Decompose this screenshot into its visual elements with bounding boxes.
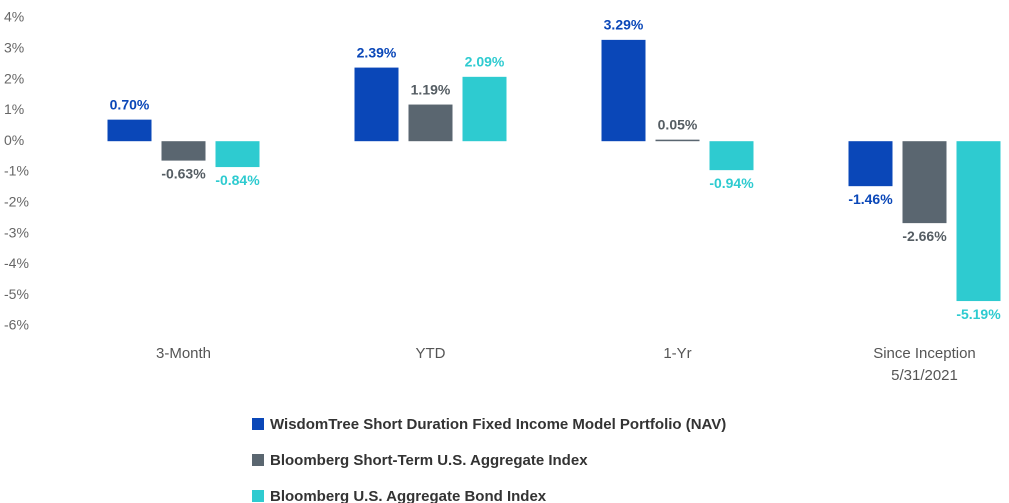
value-label: 0.70% [110,96,150,112]
value-label: -0.84% [215,172,260,188]
value-label: 1.19% [411,81,451,97]
legend-swatch [252,490,264,502]
value-label: -0.94% [709,175,754,191]
legend-label: WisdomTree Short Duration Fixed Income M… [270,416,727,433]
value-label: 3.29% [604,17,644,33]
legend-item: Bloomberg Short-Term U.S. Aggregate Inde… [252,452,588,469]
bar [107,119,152,142]
value-label: -1.46% [848,191,893,207]
y-tick-label: -6% [4,317,29,333]
legend-swatch [252,418,264,430]
y-tick-label: 1% [4,101,24,117]
bar [161,141,206,161]
bar [902,141,947,224]
value-label: -2.66% [902,228,947,244]
bar [354,67,399,142]
y-tick-label: -2% [4,194,29,210]
value-label: 0.05% [658,116,698,132]
bar [215,141,260,168]
y-tick-label: -4% [4,255,29,271]
bar [408,104,453,142]
x-tick-label: Since Inception 5/31/2021 [873,345,976,384]
legend-item: WisdomTree Short Duration Fixed Income M… [252,416,726,433]
y-tick-label: 2% [4,70,24,86]
x-tick-label: 3-Month [155,345,212,362]
value-label: -0.63% [161,165,206,181]
y-tick-label: -3% [4,224,29,240]
x-tick-label: YTD [415,345,446,362]
x-tick-label: 1-Yr [663,345,692,362]
y-tick-label: -5% [4,286,29,302]
bar [956,141,1001,302]
y-tick-label: -1% [4,163,29,179]
value-label: -5.19% [956,306,1001,322]
bar [601,39,646,142]
bar [462,76,507,142]
bar [655,139,700,142]
y-tick-label: 3% [4,40,24,56]
legend-item: Bloomberg U.S. Aggregate Bond Index [252,488,546,503]
legend-swatch [252,454,264,466]
y-tick-label: 0% [4,132,24,148]
y-tick-label: 4% [4,9,24,25]
bar [848,141,893,187]
value-label: 2.09% [465,54,505,70]
bar [709,141,754,171]
value-label: 2.39% [357,44,397,60]
legend-label: Bloomberg U.S. Aggregate Bond Index [270,488,547,503]
legend-label: Bloomberg Short-Term U.S. Aggregate Inde… [270,452,588,469]
